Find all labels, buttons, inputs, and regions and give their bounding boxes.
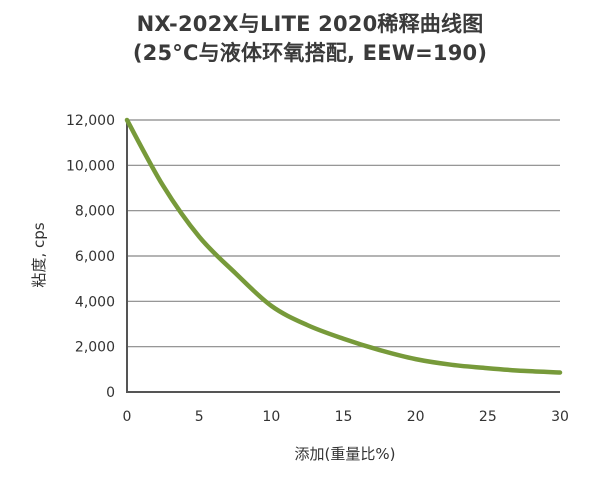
series-line (124, 117, 563, 375)
x-tick-label: 0 (123, 409, 132, 425)
x-tick-label: 15 (335, 409, 353, 425)
x-tick-label: 25 (479, 409, 497, 425)
y-tick-label: 10,000 (66, 158, 115, 174)
x-tick-label: 10 (262, 409, 280, 425)
chart-title: NX-202X与LITE 2020稀释曲线图 (136, 12, 484, 36)
y-axis-label: 粘度, cps (30, 222, 48, 287)
y-tick-label: 2,000 (75, 340, 115, 356)
x-tick-label: 30 (551, 409, 569, 425)
y-tick-label: 4,000 (75, 294, 115, 310)
y-tick-label: 12,000 (66, 113, 115, 129)
chart-subtitle: (25°C与液体环氧搭配, EEW=190) (132, 41, 488, 65)
x-tick-label: 20 (407, 409, 425, 425)
y-tick-label: 6,000 (75, 249, 115, 265)
y-tick-label: 0 (106, 385, 115, 401)
y-tick-label: 8,000 (75, 204, 115, 220)
x-axis-label: 添加(重量比%) (295, 445, 396, 463)
x-tick-label: 5 (195, 409, 204, 425)
